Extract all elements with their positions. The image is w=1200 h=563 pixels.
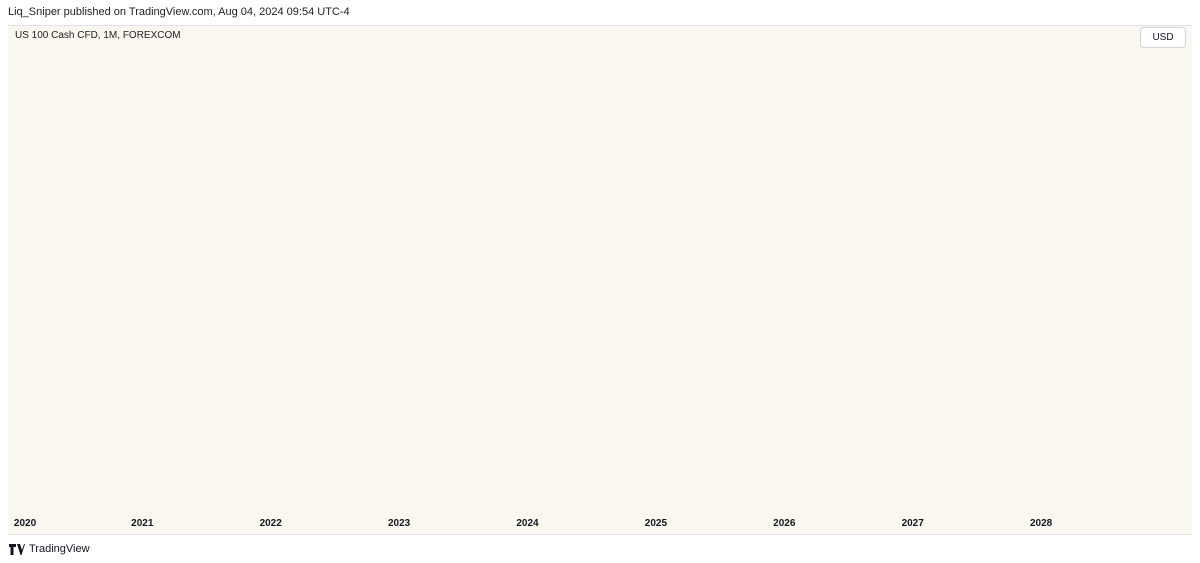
tradingview-logo[interactable]: TradingView: [9, 543, 90, 555]
x-tick-label: 2023: [388, 518, 411, 529]
x-tick-label: 2020: [14, 518, 37, 529]
x-tick-label: 2026: [773, 518, 796, 529]
tradingview-brand: TradingView: [29, 543, 90, 555]
x-tick-label: 2022: [260, 518, 283, 529]
currency-button[interactable]: USD: [1140, 27, 1186, 48]
time-axis: 2020 2021 2022 2023 2024 2025 2026 2027 2028: [14, 518, 1053, 529]
x-tick-label: 2025: [645, 518, 668, 529]
x-tick-label: 2024: [516, 518, 539, 529]
publisher-line: Liq_Sniper published on TradingView.com,…: [8, 6, 350, 18]
tradingview-icon: [9, 543, 25, 555]
x-tick-label: 2027: [902, 518, 925, 529]
x-tick-label: 2021: [131, 518, 154, 529]
symbol-title[interactable]: US 100 Cash CFD, 1M, FOREXCOM: [15, 30, 181, 41]
x-tick-label: 2028: [1030, 518, 1053, 529]
chart-panel: [8, 25, 1192, 535]
